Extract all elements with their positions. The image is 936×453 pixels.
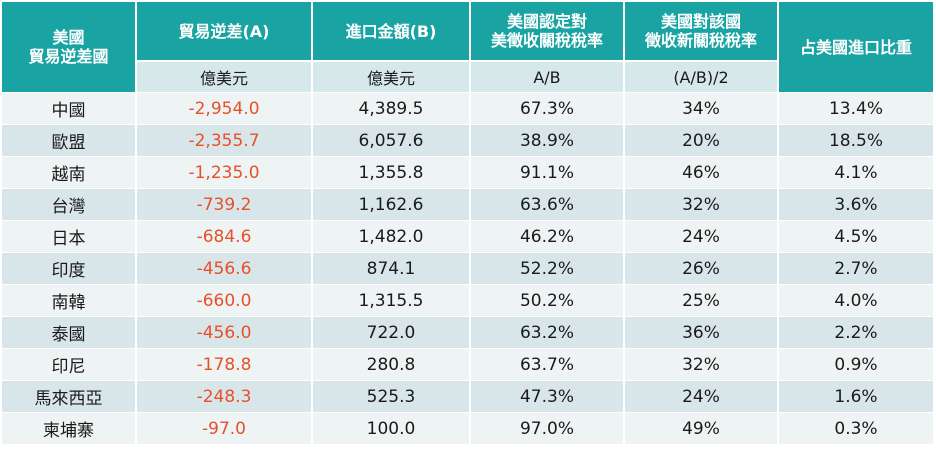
cell-imports: 100.0 — [313, 412, 471, 444]
cell-country: 日本 — [2, 220, 137, 252]
table-header: 美國 貿易逆差國 貿易逆差(A) 進口金額(B) 美國認定對 美徵收關稅稅率 美… — [2, 2, 933, 92]
cell-us-rate: 67.3% — [471, 92, 625, 124]
cell-us-rate: 63.6% — [471, 188, 625, 220]
cell-deficit: -1,235.0 — [137, 156, 313, 188]
header-country-text: 美國 貿易逆差國 — [28, 28, 109, 66]
cell-country: 馬來西亞 — [2, 380, 137, 412]
table-row: 中國 -2,954.0 4,389.5 67.3% 34% 13.4% — [2, 92, 933, 124]
cell-new-rate: 20% — [625, 124, 779, 156]
cell-share: 13.4% — [779, 92, 933, 124]
cell-share: 2.2% — [779, 316, 933, 348]
cell-imports: 525.3 — [313, 380, 471, 412]
cell-new-rate: 46% — [625, 156, 779, 188]
cell-share: 4.1% — [779, 156, 933, 188]
cell-deficit: -660.0 — [137, 284, 313, 316]
cell-share: 1.6% — [779, 380, 933, 412]
cell-new-rate: 24% — [625, 220, 779, 252]
cell-deficit: -2,355.7 — [137, 124, 313, 156]
cell-us-rate: 97.0% — [471, 412, 625, 444]
cell-share: 3.6% — [779, 188, 933, 220]
cell-country: 印度 — [2, 252, 137, 284]
cell-imports: 1,355.8 — [313, 156, 471, 188]
unit-deficit: 億美元 — [137, 62, 313, 92]
cell-us-rate: 91.1% — [471, 156, 625, 188]
table-body: 中國 -2,954.0 4,389.5 67.3% 34% 13.4% 歐盟 -… — [2, 92, 933, 444]
cell-country: 中國 — [2, 92, 137, 124]
table-row: 台灣 -739.2 1,162.6 63.6% 32% 3.6% — [2, 188, 933, 220]
cell-new-rate: 32% — [625, 348, 779, 380]
cell-share: 18.5% — [779, 124, 933, 156]
cell-imports: 1,482.0 — [313, 220, 471, 252]
cell-deficit: -456.0 — [137, 316, 313, 348]
cell-country: 印尼 — [2, 348, 137, 380]
cell-country: 南韓 — [2, 284, 137, 316]
table-row: 馬來西亞 -248.3 525.3 47.3% 24% 1.6% — [2, 380, 933, 412]
cell-us-rate: 50.2% — [471, 284, 625, 316]
table-row: 泰國 -456.0 722.0 63.2% 36% 2.2% — [2, 316, 933, 348]
cell-share: 2.7% — [779, 252, 933, 284]
cell-us-rate: 46.2% — [471, 220, 625, 252]
cell-country: 越南 — [2, 156, 137, 188]
cell-country: 柬埔寨 — [2, 412, 137, 444]
cell-deficit: -97.0 — [137, 412, 313, 444]
header-new-rate: 美國對該國 徵收新關稅稅率 — [625, 2, 779, 62]
cell-country: 台灣 — [2, 188, 137, 220]
table-row: 越南 -1,235.0 1,355.8 91.1% 46% 4.1% — [2, 156, 933, 188]
header-deficit: 貿易逆差(A) — [137, 2, 313, 62]
cell-imports: 1,162.6 — [313, 188, 471, 220]
header-share: 占美國進口比重 — [779, 2, 933, 92]
cell-us-rate: 38.9% — [471, 124, 625, 156]
tariff-table: 美國 貿易逆差國 貿易逆差(A) 進口金額(B) 美國認定對 美徵收關稅稅率 美… — [2, 2, 933, 444]
table-row: 印尼 -178.8 280.8 63.7% 32% 0.9% — [2, 348, 933, 380]
cell-imports: 1,315.5 — [313, 284, 471, 316]
header-country: 美國 貿易逆差國 — [2, 2, 137, 92]
cell-us-rate: 52.2% — [471, 252, 625, 284]
unit-imports: 億美元 — [313, 62, 471, 92]
cell-deficit: -456.6 — [137, 252, 313, 284]
cell-new-rate: 26% — [625, 252, 779, 284]
cell-new-rate: 32% — [625, 188, 779, 220]
table-row: 南韓 -660.0 1,315.5 50.2% 25% 4.0% — [2, 284, 933, 316]
cell-new-rate: 25% — [625, 284, 779, 316]
header-us-rate-text: 美國認定對 美徵收關稅稅率 — [490, 12, 603, 50]
table-row: 歐盟 -2,355.7 6,057.6 38.9% 20% 18.5% — [2, 124, 933, 156]
cell-imports: 874.1 — [313, 252, 471, 284]
table-row: 印度 -456.6 874.1 52.2% 26% 2.7% — [2, 252, 933, 284]
cell-country: 歐盟 — [2, 124, 137, 156]
header-imports: 進口金額(B) — [313, 2, 471, 62]
cell-new-rate: 24% — [625, 380, 779, 412]
cell-deficit: -739.2 — [137, 188, 313, 220]
table-row: 日本 -684.6 1,482.0 46.2% 24% 4.5% — [2, 220, 933, 252]
cell-deficit: -178.8 — [137, 348, 313, 380]
cell-share: 4.5% — [779, 220, 933, 252]
unit-us-rate: A/B — [471, 62, 625, 92]
cell-share: 0.3% — [779, 412, 933, 444]
cell-share: 4.0% — [779, 284, 933, 316]
cell-new-rate: 49% — [625, 412, 779, 444]
cell-us-rate: 63.7% — [471, 348, 625, 380]
cell-deficit: -248.3 — [137, 380, 313, 412]
cell-deficit: -2,954.0 — [137, 92, 313, 124]
cell-deficit: -684.6 — [137, 220, 313, 252]
cell-country: 泰國 — [2, 316, 137, 348]
table-row: 柬埔寨 -97.0 100.0 97.0% 49% 0.3% — [2, 412, 933, 444]
cell-imports: 280.8 — [313, 348, 471, 380]
cell-imports: 4,389.5 — [313, 92, 471, 124]
cell-imports: 6,057.6 — [313, 124, 471, 156]
cell-new-rate: 36% — [625, 316, 779, 348]
cell-new-rate: 34% — [625, 92, 779, 124]
cell-us-rate: 47.3% — [471, 380, 625, 412]
cell-imports: 722.0 — [313, 316, 471, 348]
cell-share: 0.9% — [779, 348, 933, 380]
header-new-rate-text: 美國對該國 徵收新關稅稅率 — [644, 12, 757, 50]
header-us-rate: 美國認定對 美徵收關稅稅率 — [471, 2, 625, 62]
cell-us-rate: 63.2% — [471, 316, 625, 348]
unit-new-rate: (A/B)/2 — [625, 62, 779, 92]
